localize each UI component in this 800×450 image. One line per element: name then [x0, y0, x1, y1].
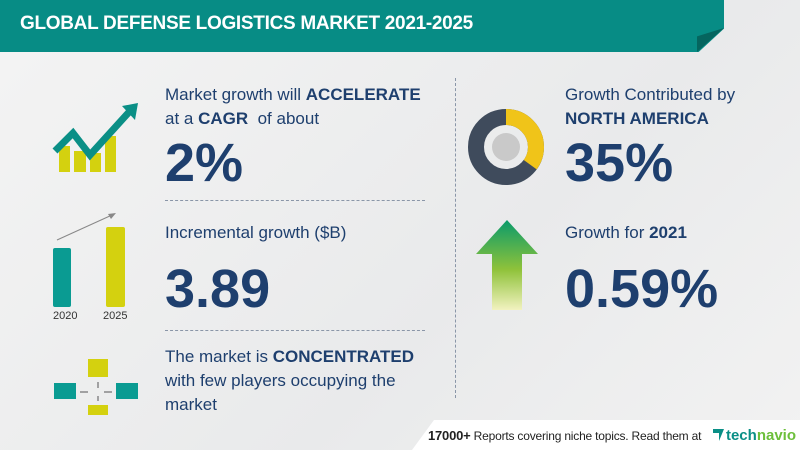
cagr-line1: Market growth will — [165, 85, 306, 104]
incremental-value: 3.89 — [165, 259, 271, 319]
title-banner — [0, 0, 724, 52]
cagr-label: CAGR — [198, 109, 249, 128]
concentration-bold: CONCENTRATED — [272, 347, 415, 366]
growth-chart-icon — [52, 103, 138, 172]
yoy-value: 0.59% — [565, 259, 719, 319]
yoy-label: Growth for 2021 — [565, 221, 687, 245]
up-arrow-icon — [476, 220, 538, 310]
region-name: NORTH AMERICA — [565, 109, 709, 128]
region-text: Growth Contributed by NORTH AMERICA — [565, 83, 735, 131]
donut-chart-icon — [468, 109, 544, 185]
logo-text-b: navio — [756, 426, 796, 444]
incremental-label: Incremental growth ($B) — [165, 223, 347, 242]
concentration-line2: with few players occupying the — [165, 371, 396, 390]
cagr-accelerate: ACCELERATE — [305, 85, 421, 104]
footer-row: 17000+ Reports covering niche topics. Re… — [428, 420, 796, 450]
yoy-year: 2021 — [649, 223, 687, 242]
cagr-text: Market growth will ACCELERATE at a CAGR … — [165, 83, 421, 131]
cagr-about: of about — [248, 109, 320, 128]
concentration-text: The market is CONCENTRATED with few play… — [165, 345, 414, 417]
concentration-line3: market — [165, 395, 217, 414]
divider — [165, 200, 425, 201]
region-value: 35% — [565, 133, 674, 193]
cagr-value: 2% — [165, 133, 244, 193]
page-title: GLOBAL DEFENSE LOGISTICS MARKET 2021-202… — [20, 13, 473, 34]
technavio-logo[interactable]: tech navio — [712, 426, 796, 444]
report-count: 17000+ — [428, 427, 471, 443]
concentration-line1: The market is — [165, 347, 273, 366]
bar-label-2020: 2020 — [53, 310, 78, 322]
bar-label-2025: 2025 — [103, 310, 128, 322]
cagr-line2: at a — [165, 109, 199, 128]
buildings-converge-icon — [54, 359, 138, 415]
logo-text-a: tech — [725, 426, 757, 444]
footer-band — [412, 420, 800, 450]
logo-mark-icon — [712, 429, 724, 441]
divider — [165, 330, 425, 331]
bar-comparison-icon — [53, 213, 125, 307]
vertical-divider — [455, 78, 456, 398]
footer-caption: Reports covering niche topics. Read them… — [470, 428, 702, 443]
footer-text: 17000+ Reports covering niche topics. Re… — [428, 428, 701, 443]
region-line1: Growth Contributed by — [565, 85, 736, 104]
donut-slice — [468, 109, 544, 185]
yoy-label-prefix: Growth for — [565, 223, 650, 242]
